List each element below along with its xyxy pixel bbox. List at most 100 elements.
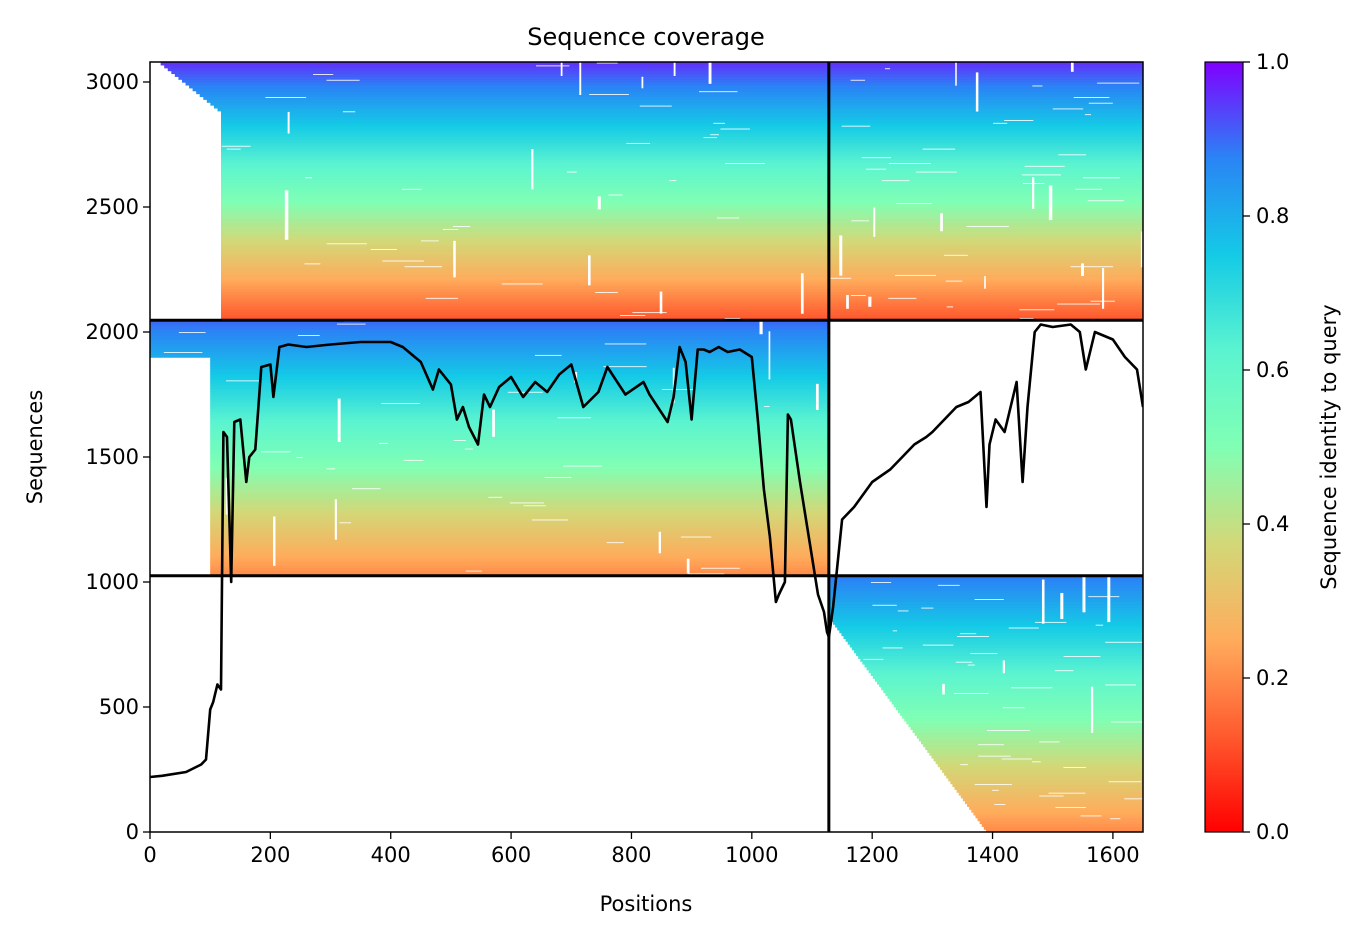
heatmap-gap bbox=[401, 188, 422, 190]
heatmap-row bbox=[210, 513, 829, 517]
heatmap-row bbox=[950, 780, 1143, 785]
heatmap-gap bbox=[1108, 780, 1142, 783]
heatmap-row bbox=[828, 67, 1143, 72]
heatmap-row bbox=[210, 547, 829, 551]
heatmap-gap bbox=[1039, 794, 1064, 797]
heatmap-row bbox=[221, 274, 829, 278]
heatmap-row bbox=[914, 732, 1143, 736]
heatmap-row bbox=[941, 769, 1143, 773]
heatmap-gap bbox=[531, 149, 534, 190]
heatmap-gap bbox=[659, 291, 663, 314]
heatmap-row bbox=[828, 225, 1143, 230]
heatmap-row bbox=[221, 262, 829, 267]
heatmap-row bbox=[828, 219, 1143, 224]
heatmap-gap bbox=[1039, 740, 1060, 743]
heatmap-gap bbox=[975, 72, 979, 112]
heatmap-row bbox=[210, 448, 829, 452]
heatmap-row bbox=[828, 216, 1143, 221]
heatmap-gap bbox=[199, 454, 203, 482]
heatmap-row bbox=[828, 231, 1143, 235]
heatmap-gap bbox=[759, 320, 763, 335]
heatmap-block-d bbox=[828, 575, 1143, 832]
heatmap-gap bbox=[1088, 102, 1113, 104]
heatmap-row bbox=[828, 153, 1143, 158]
heatmap-row bbox=[221, 159, 829, 164]
heatmap-row bbox=[929, 752, 1143, 756]
heatmap-gap bbox=[1082, 176, 1120, 179]
heatmap-row bbox=[828, 222, 1143, 227]
heatmap-row bbox=[828, 300, 1143, 304]
heatmap-row bbox=[828, 277, 1143, 281]
heatmap-row bbox=[210, 408, 829, 412]
heatmap-row bbox=[828, 575, 1143, 580]
heatmap-row bbox=[210, 476, 829, 480]
heatmap-gap bbox=[703, 136, 717, 139]
heatmap-gap bbox=[1052, 107, 1084, 110]
heatmap-gap bbox=[1097, 82, 1140, 84]
chart-title: Sequence coverage bbox=[527, 23, 764, 51]
heatmap-row bbox=[221, 245, 829, 250]
heatmap-gap bbox=[604, 342, 647, 345]
heatmap-row bbox=[975, 814, 1143, 819]
heatmap-row bbox=[210, 459, 829, 463]
heatmap-row bbox=[944, 772, 1143, 776]
heatmap-gap bbox=[1058, 153, 1087, 156]
heatmap-gap bbox=[535, 64, 570, 67]
heatmap-row bbox=[828, 239, 1143, 244]
heatmap-gap bbox=[955, 661, 973, 663]
x-tick-label: 1400 bbox=[966, 843, 1019, 867]
heatmap-gap bbox=[453, 439, 466, 441]
heatmap-gap bbox=[336, 323, 366, 325]
heatmap-gap bbox=[1057, 303, 1101, 305]
heatmap-row bbox=[828, 119, 1143, 123]
heatmap-row bbox=[210, 484, 829, 489]
heatmap-row bbox=[860, 658, 1143, 662]
heatmap-row bbox=[210, 456, 829, 460]
heatmap-row bbox=[946, 775, 1143, 779]
heatmap-row bbox=[958, 792, 1143, 796]
heatmap-row bbox=[221, 222, 829, 227]
heatmap-row bbox=[904, 718, 1143, 722]
heatmap-gap bbox=[922, 148, 956, 150]
heatmap-gap bbox=[669, 179, 677, 182]
heatmap-row bbox=[948, 777, 1143, 782]
heatmap-gap bbox=[560, 62, 563, 77]
heatmap-gap bbox=[284, 190, 289, 240]
heatmap-gap bbox=[603, 365, 647, 368]
coverage-line bbox=[150, 323, 1143, 779]
heatmap-row bbox=[935, 760, 1143, 765]
heatmap-gap bbox=[425, 297, 459, 299]
heatmap-row bbox=[828, 578, 1143, 583]
heatmap-gap bbox=[873, 207, 876, 237]
heatmap-gap bbox=[922, 644, 954, 646]
heatmap-row bbox=[221, 311, 829, 316]
heatmap-row bbox=[171, 70, 829, 75]
heatmap-row bbox=[192, 87, 829, 92]
heatmap-row bbox=[828, 228, 1143, 232]
heatmap-row bbox=[879, 683, 1143, 688]
heatmap-row bbox=[150, 337, 829, 341]
heatmap-row bbox=[828, 79, 1143, 83]
heatmap-row bbox=[969, 806, 1143, 810]
heatmap-row bbox=[196, 90, 829, 95]
heatmap-row bbox=[221, 162, 829, 166]
heatmap-row bbox=[221, 150, 829, 155]
heatmap-gap bbox=[1060, 592, 1064, 620]
heatmap-row bbox=[828, 70, 1143, 75]
heatmap-gap bbox=[589, 93, 629, 95]
heatmap-row bbox=[221, 165, 829, 169]
heatmap-gap bbox=[896, 202, 933, 205]
heatmap-gap bbox=[313, 73, 334, 75]
heatmap-gap bbox=[686, 558, 690, 574]
heatmap-row bbox=[221, 308, 829, 313]
heatmap-row bbox=[221, 136, 829, 141]
heatmap-row bbox=[828, 211, 1143, 215]
heatmap-row bbox=[210, 467, 829, 472]
heatmap-row bbox=[828, 179, 1143, 184]
heatmap-gap bbox=[204, 278, 207, 293]
heatmap-row bbox=[828, 604, 1143, 608]
heatmap-row bbox=[221, 248, 829, 252]
heatmap-row bbox=[937, 763, 1143, 768]
heatmap-gap bbox=[839, 235, 843, 276]
